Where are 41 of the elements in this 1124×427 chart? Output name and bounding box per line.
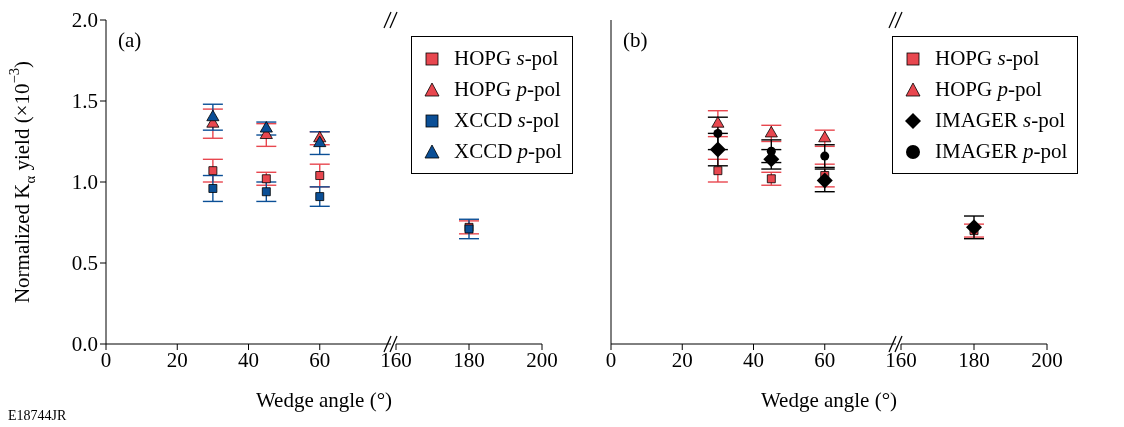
x-tick-label: 0: [100, 347, 112, 372]
point: [713, 166, 723, 176]
chart-title: (a): [118, 28, 142, 53]
point: [820, 151, 830, 161]
x-tick-label: 180: [958, 347, 990, 372]
legend-label: IMAGER p-pol: [935, 139, 1068, 163]
point: [711, 116, 725, 128]
point: [766, 174, 776, 184]
point: [713, 128, 723, 138]
chart-title: (b): [623, 28, 648, 53]
legend-label: IMAGER s-pol: [935, 108, 1066, 132]
y-tick-label: 1.5: [71, 89, 98, 114]
x-tick-label: 200: [1031, 347, 1063, 372]
point: [766, 146, 776, 156]
y-tick-label: 1.0: [71, 170, 98, 195]
x-axis-title: Wedge angle (°): [760, 388, 898, 413]
legend-label: HOPG p-pol: [935, 77, 1042, 101]
x-tick-label: 20: [671, 347, 693, 372]
x-tick-label: 160: [380, 347, 412, 372]
legend-label: HOPG s-pol: [935, 46, 1040, 70]
point: [818, 130, 832, 143]
point: [709, 141, 726, 158]
legend-label: HOPG s-pol: [454, 46, 559, 70]
text: E18744JR: [8, 408, 67, 424]
x-tick-label: 40: [238, 347, 259, 372]
x-tick-label: 60: [814, 347, 836, 372]
x-tick-label: 160: [885, 347, 917, 372]
x-tick-label: 200: [526, 347, 558, 372]
x-tick-label: 60: [309, 347, 331, 372]
x-tick-label: 0: [605, 347, 617, 372]
y-tick-label: 2.0: [71, 8, 98, 33]
y-tick-label: 0.5: [71, 251, 98, 276]
legend-label: XCCD s-pol: [454, 108, 560, 132]
point: [764, 125, 778, 138]
x-tick-label: 20: [166, 347, 188, 372]
x-tick-label: 40: [743, 347, 764, 372]
x-tick-label: 180: [453, 347, 485, 372]
y-tick-label: 0.0: [71, 332, 98, 357]
legend-label: XCCD p-pol: [454, 139, 562, 163]
x-axis-title: Wedge angle (°): [255, 388, 393, 413]
legend-label: HOPG p-pol: [454, 77, 561, 101]
